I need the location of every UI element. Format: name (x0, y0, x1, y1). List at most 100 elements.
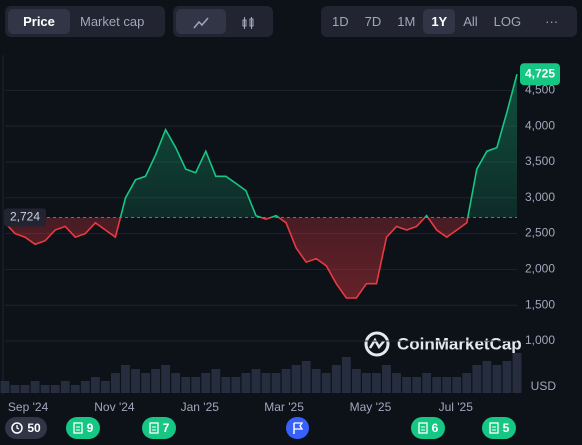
volume-bar (331, 365, 341, 393)
volume-bar (422, 373, 432, 393)
volume-bar (30, 381, 40, 393)
range-button[interactable]: 1D (332, 14, 349, 29)
y-tick-label: 2,500 (525, 226, 555, 240)
y-tick-label: 3,000 (525, 190, 555, 204)
volume-bar (271, 373, 281, 393)
x-tick-label: Jul '25 (439, 400, 474, 414)
clock-icon (11, 422, 24, 434)
volume-bar (100, 381, 110, 393)
volume-bar (361, 373, 371, 393)
event-badge[interactable]: 7 (142, 417, 176, 439)
line-style-button[interactable] (176, 9, 226, 34)
volume-bar (432, 377, 442, 393)
y-tick-label: 1,000 (525, 333, 555, 347)
watermark: CoinMarketCap (364, 331, 522, 357)
volume-bar (502, 361, 512, 393)
event-badge[interactable]: 9 (66, 417, 100, 439)
volume-bar (141, 373, 150, 393)
range-button[interactable]: LOG (493, 14, 522, 29)
doc-icon (149, 422, 159, 434)
volume-bar (151, 369, 161, 393)
volume-bar (40, 385, 50, 393)
volume-bar (351, 369, 361, 393)
volume-bar (291, 365, 301, 393)
volume-bar (492, 365, 502, 393)
volume-bar (181, 377, 191, 393)
volume-bar (241, 373, 251, 393)
baseline-label: 2,724 (10, 210, 40, 224)
area-up (5, 74, 517, 218)
volume-bar (121, 365, 130, 393)
range-button[interactable]: All (463, 14, 478, 29)
range-button[interactable]: 1M (397, 14, 416, 29)
volume-bar (261, 373, 271, 393)
volume-bar (191, 377, 201, 393)
volume-bar (0, 381, 10, 393)
volume-bar (10, 385, 20, 393)
volume-bar (472, 365, 482, 393)
volume-bar (80, 381, 90, 393)
volume-bar (382, 365, 391, 393)
volume-bar (311, 369, 321, 393)
watermark-text: CoinMarketCap (397, 334, 522, 353)
volume-bar (171, 373, 181, 393)
flag-icon (292, 422, 303, 434)
range-button[interactable]: 1Y (423, 9, 456, 34)
doc-icon (418, 422, 428, 434)
volume-bar (211, 369, 221, 393)
volume-bar (131, 369, 140, 393)
volume-bar (231, 377, 241, 393)
currency-label: USD (531, 379, 557, 393)
price-line-up (119, 73, 518, 218)
range-button[interactable]: ··· (545, 14, 559, 29)
range-button[interactable]: 7D (364, 14, 382, 29)
event-count: 6 (431, 421, 439, 435)
last-price-label: 4,725 (525, 66, 555, 80)
area-down (5, 217, 468, 298)
volume-bar (90, 377, 100, 393)
x-tick-label: Mar '25 (264, 400, 304, 414)
y-tick-label: 4,000 (525, 118, 555, 132)
candle-icon (242, 16, 254, 29)
volume-bar (221, 377, 231, 393)
last-price-box (520, 63, 560, 86)
volume-bar (372, 373, 381, 393)
y-tick-label: 2,000 (525, 262, 555, 276)
volume-bar (111, 373, 120, 393)
tab-group: Price Market cap (5, 6, 165, 37)
volume-bar (512, 353, 522, 393)
event-count: 7 (162, 421, 170, 435)
volume-bar (60, 381, 70, 393)
volume-bar (402, 377, 411, 393)
range-group: 1D 7D 1M 1Y All LOG ··· (321, 6, 577, 37)
baseline-label-box (4, 208, 46, 227)
event-count: 50 (27, 421, 41, 435)
event-badge[interactable]: 5 (482, 417, 516, 439)
y-tick-label: 1,500 (525, 297, 555, 311)
volume-bar (50, 385, 60, 393)
price-line-down (4, 217, 469, 299)
volume-bar (452, 377, 462, 393)
x-tick-label: Jan '25 (181, 400, 220, 414)
volume-bar (341, 357, 351, 393)
flag-badge[interactable] (286, 417, 309, 439)
x-tick-label: Sep '24 (8, 400, 49, 414)
volume-bar (70, 385, 80, 393)
volume-bar (281, 369, 291, 393)
doc-icon (73, 422, 83, 434)
volume-bar (20, 385, 30, 393)
volume-bar (442, 377, 452, 393)
tab[interactable]: Market cap (80, 14, 145, 29)
x-tick-label: Nov '24 (94, 400, 135, 414)
tab[interactable]: Price (8, 9, 70, 34)
candle-style-button[interactable] (226, 9, 270, 34)
y-tick-label: 3,500 (525, 154, 555, 168)
event-badge[interactable]: 50 (5, 417, 47, 439)
event-badge[interactable]: 6 (411, 417, 445, 439)
chart-style-group (173, 6, 273, 37)
volume-bar (321, 373, 331, 393)
volume-bar (201, 373, 211, 393)
y-tick-label: 4,500 (525, 82, 555, 96)
